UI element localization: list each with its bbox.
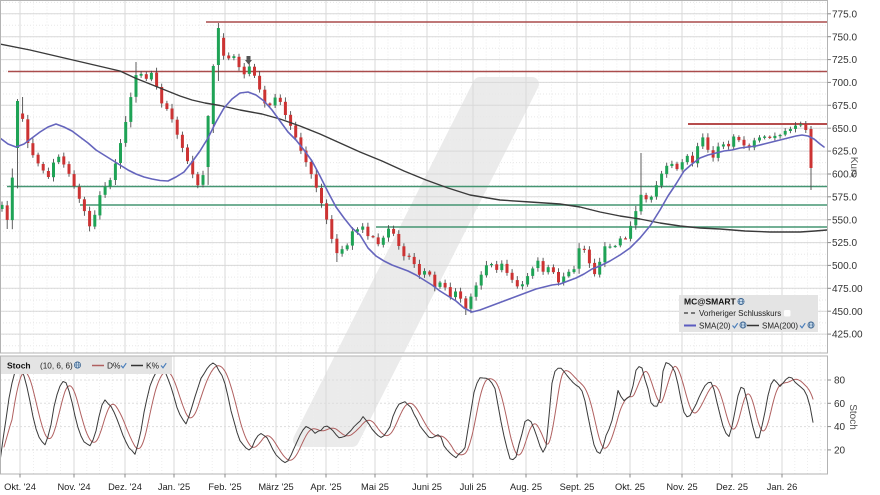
svg-text:Jan. '25: Jan. '25 — [158, 482, 190, 492]
svg-text:D%: D% — [107, 361, 121, 371]
svg-text:Feb. '25: Feb. '25 — [208, 482, 241, 492]
svg-text:Jan. 26: Jan. 26 — [767, 482, 798, 492]
svg-text:725.0: 725.0 — [832, 55, 857, 66]
svg-text:Juli 25: Juli 25 — [460, 482, 487, 492]
svg-text:Vorheriger Schlusskurs: Vorheriger Schlusskurs — [699, 309, 781, 318]
svg-text:450.00: 450.00 — [832, 307, 863, 318]
svg-text:Apr. '25: Apr. '25 — [310, 482, 341, 492]
svg-text:Nov. 25: Nov. 25 — [666, 482, 697, 492]
svg-text:525.0: 525.0 — [832, 238, 857, 249]
svg-text:K%: K% — [146, 361, 160, 371]
svg-text:März '25: März '25 — [258, 482, 293, 492]
svg-text:Stoch: Stoch — [7, 361, 31, 371]
svg-text:Nov. '24: Nov. '24 — [57, 482, 90, 492]
svg-text:(10, 6, 6): (10, 6, 6) — [40, 362, 73, 371]
svg-text:80: 80 — [834, 376, 846, 387]
svg-text:425.00: 425.00 — [832, 330, 863, 341]
svg-text:500.0: 500.0 — [832, 261, 857, 272]
svg-text:60: 60 — [834, 399, 846, 410]
svg-text:575.0: 575.0 — [832, 192, 857, 203]
svg-text:550.0: 550.0 — [832, 215, 857, 226]
svg-text:Dez. 25: Dez. 25 — [716, 482, 748, 492]
svg-text:40: 40 — [834, 422, 846, 433]
svg-text:775.0: 775.0 — [832, 9, 857, 20]
svg-text:600.0: 600.0 — [832, 170, 857, 181]
svg-text:750.0: 750.0 — [832, 32, 857, 43]
svg-text:650.0: 650.0 — [832, 124, 857, 135]
svg-text:625.0: 625.0 — [832, 147, 857, 158]
svg-text:Aug. 25: Aug. 25 — [510, 482, 542, 492]
svg-text:SMA(20): SMA(20) — [699, 322, 731, 331]
svg-text:700.0: 700.0 — [832, 78, 857, 89]
svg-text:SMA(200): SMA(200) — [762, 322, 798, 331]
svg-text:Sept. 25: Sept. 25 — [560, 482, 595, 492]
svg-text:475.00: 475.00 — [832, 284, 863, 295]
svg-text:Stoch: Stoch — [847, 404, 858, 430]
svg-text:Juni 25: Juni 25 — [412, 482, 442, 492]
svg-text:675.0: 675.0 — [832, 101, 857, 112]
svg-text:Okt. 25: Okt. 25 — [615, 482, 645, 492]
svg-text:Mai 25: Mai 25 — [361, 482, 389, 492]
svg-text:Dez. '24: Dez. '24 — [108, 482, 142, 492]
svg-text:Kurs: Kurs — [848, 157, 859, 178]
svg-text:MC@SMART: MC@SMART — [684, 297, 737, 307]
svg-text:20: 20 — [834, 446, 846, 457]
svg-text:Okt. '24: Okt. '24 — [4, 482, 36, 492]
